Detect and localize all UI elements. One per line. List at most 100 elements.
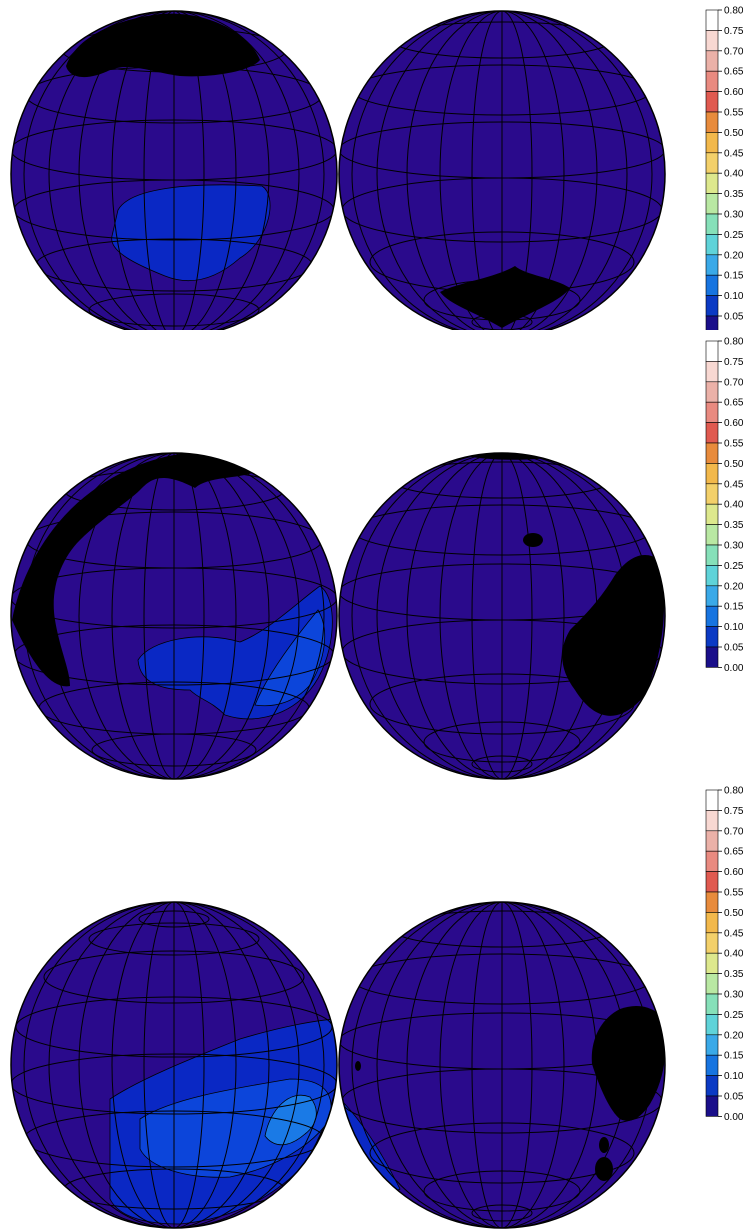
- legend-swatch: [705, 381, 719, 403]
- legend-label: 0.10: [724, 1071, 744, 1082]
- legend-label: 0.70: [724, 46, 744, 57]
- legend-swatch: [705, 91, 719, 113]
- legend-swatch: [705, 111, 719, 133]
- legend-swatch: [705, 152, 719, 174]
- legend-swatch: [705, 1095, 719, 1117]
- legend-label: 0.65: [724, 398, 744, 409]
- legend-label: 0.75: [724, 806, 744, 817]
- legend-label: 0.05: [724, 312, 744, 323]
- globe-left: [11, 11, 337, 330]
- legend-swatch: [705, 442, 719, 464]
- map-panel-3-svg: 0.80 0.75 0.70 0.65 0.60 0.55 0.50 0.45 0.40 0.35…: [10, 786, 744, 1229]
- graticule: [11, 902, 337, 1228]
- color-legend: 0.80 0.75 0.70 0.65 0.60 0.55 0.50 0.45 0.40 0.35…: [705, 786, 744, 1123]
- legend-swatch: [705, 605, 719, 627]
- legend-label: 0.30: [724, 990, 744, 1001]
- legend-label: 0.75: [724, 26, 744, 37]
- legend-swatch: [705, 172, 719, 194]
- legend-label: 0.25: [724, 1010, 744, 1021]
- legend-label: 0.20: [724, 1030, 744, 1041]
- legend-swatch: [705, 340, 719, 362]
- globe-right: [339, 902, 665, 1228]
- legend-swatch: [705, 973, 719, 995]
- legend-label: 0.70: [724, 826, 744, 837]
- legend-swatch: [705, 132, 719, 154]
- legend-swatch: [705, 932, 719, 954]
- legend-swatch: [705, 952, 719, 974]
- legend-swatch: [705, 213, 719, 235]
- legend-label: 0.45: [724, 148, 744, 159]
- land-mass: [12, 453, 260, 687]
- legend-swatch: [705, 463, 719, 485]
- legend-label: 0.40: [724, 949, 744, 960]
- legend-label: 0.00: [724, 1112, 744, 1123]
- legend-swatch: [705, 254, 719, 276]
- legend-swatch: [705, 626, 719, 648]
- legend-label: 0.40: [724, 169, 744, 180]
- legend-label: 0.10: [724, 291, 744, 302]
- land-mass: [591, 1006, 665, 1121]
- legend-swatch: [705, 50, 719, 72]
- globe-right-outline: [338, 901, 666, 1229]
- legend-swatch: [705, 1034, 719, 1056]
- legend-label: 0.50: [724, 459, 744, 470]
- legend-label: 0.15: [724, 271, 744, 282]
- globe-right: [339, 11, 665, 330]
- legend-swatch: [705, 830, 719, 852]
- legend-label: 0.70: [724, 377, 744, 388]
- legend-swatch: [705, 1054, 719, 1076]
- color-legend: 0.80 0.75 0.70 0.65 0.60 0.55 0.50 0.45 0.40 0.35…: [705, 337, 744, 674]
- globe-left-outline: [10, 452, 338, 780]
- legend-swatch: [705, 565, 719, 587]
- legend-swatch: [705, 234, 719, 256]
- legend-swatch: [705, 193, 719, 215]
- map-panel-1-svg: 0.80 0.75 0.70 0.65 0.60 0.55 0.50 0.45 0.40 0.35…: [10, 6, 744, 330]
- legend-swatch: [705, 315, 719, 330]
- land-mass: [562, 555, 665, 716]
- legend-swatch: [705, 1014, 719, 1036]
- legend-swatch: [705, 585, 719, 607]
- legend-swatch: [705, 912, 719, 934]
- map-panel-2: 0.80 0.75 0.70 0.65 0.60 0.55 0.50 0.45 0.40 0.35…: [0, 330, 754, 780]
- legend-label: 0.80: [724, 337, 744, 348]
- legend-label: 0.60: [724, 87, 744, 98]
- legend-swatch: [705, 1075, 719, 1097]
- color-legend: 0.80 0.75 0.70 0.65 0.60 0.55 0.50 0.45 0.40 0.35…: [705, 6, 744, 330]
- legend-swatch: [705, 871, 719, 893]
- legend-swatch: [705, 789, 719, 811]
- legend-label: 0.80: [724, 6, 744, 17]
- legend-swatch: [705, 361, 719, 383]
- legend-label: 0.45: [724, 928, 744, 939]
- legend-label: 0.55: [724, 888, 744, 899]
- legend-label: 0.35: [724, 520, 744, 531]
- legend-label: 0.25: [724, 561, 744, 572]
- legend-label: 0.30: [724, 541, 744, 552]
- legend-swatch: [705, 422, 719, 444]
- map-panel-3: 0.80 0.75 0.70 0.65 0.60 0.55 0.50 0.45 0.40 0.35…: [0, 779, 754, 1229]
- legend-swatch: [705, 810, 719, 832]
- legend-label: 0.30: [724, 210, 744, 221]
- map-panel-2-svg: 0.80 0.75 0.70 0.65 0.60 0.55 0.50 0.45 0.40 0.35…: [10, 337, 744, 780]
- legend-label: 0.60: [724, 418, 744, 429]
- legend-swatch: [705, 850, 719, 872]
- legend-swatch: [705, 646, 719, 668]
- legend-label: 0.00: [724, 663, 744, 674]
- legend-label: 0.50: [724, 128, 744, 139]
- legend-swatch: [705, 524, 719, 546]
- legend-label: 0.65: [724, 847, 744, 858]
- globe-right-outline: [338, 10, 666, 330]
- graticule: [339, 453, 665, 779]
- legend-label: 0.60: [724, 867, 744, 878]
- legend-swatch: [705, 544, 719, 566]
- land-island: [355, 1061, 361, 1071]
- legend-label: 0.45: [724, 479, 744, 490]
- globe-left: [11, 902, 337, 1228]
- legend-swatch: [705, 274, 719, 296]
- legend-label: 0.75: [724, 357, 744, 368]
- legend-label: 0.55: [724, 108, 744, 119]
- legend-label: 0.20: [724, 581, 744, 592]
- legend-swatch: [705, 295, 719, 317]
- legend-label: 0.10: [724, 622, 744, 633]
- globe-left: [11, 453, 337, 779]
- legend-swatch: [705, 9, 719, 31]
